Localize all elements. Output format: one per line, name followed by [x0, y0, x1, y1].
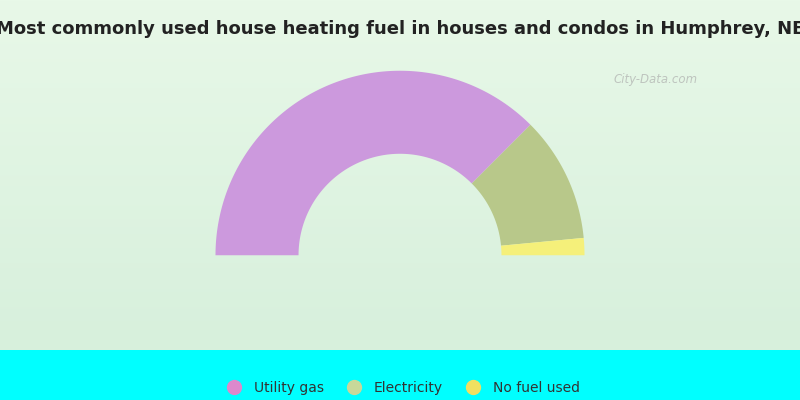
Polygon shape — [472, 125, 584, 246]
Text: City-Data.com: City-Data.com — [614, 74, 698, 86]
Legend: Utility gas, Electricity, No fuel used: Utility gas, Electricity, No fuel used — [214, 375, 586, 400]
Polygon shape — [501, 238, 585, 255]
Text: Most commonly used house heating fuel in houses and condos in Humphrey, NE: Most commonly used house heating fuel in… — [0, 20, 800, 38]
Polygon shape — [215, 71, 530, 255]
